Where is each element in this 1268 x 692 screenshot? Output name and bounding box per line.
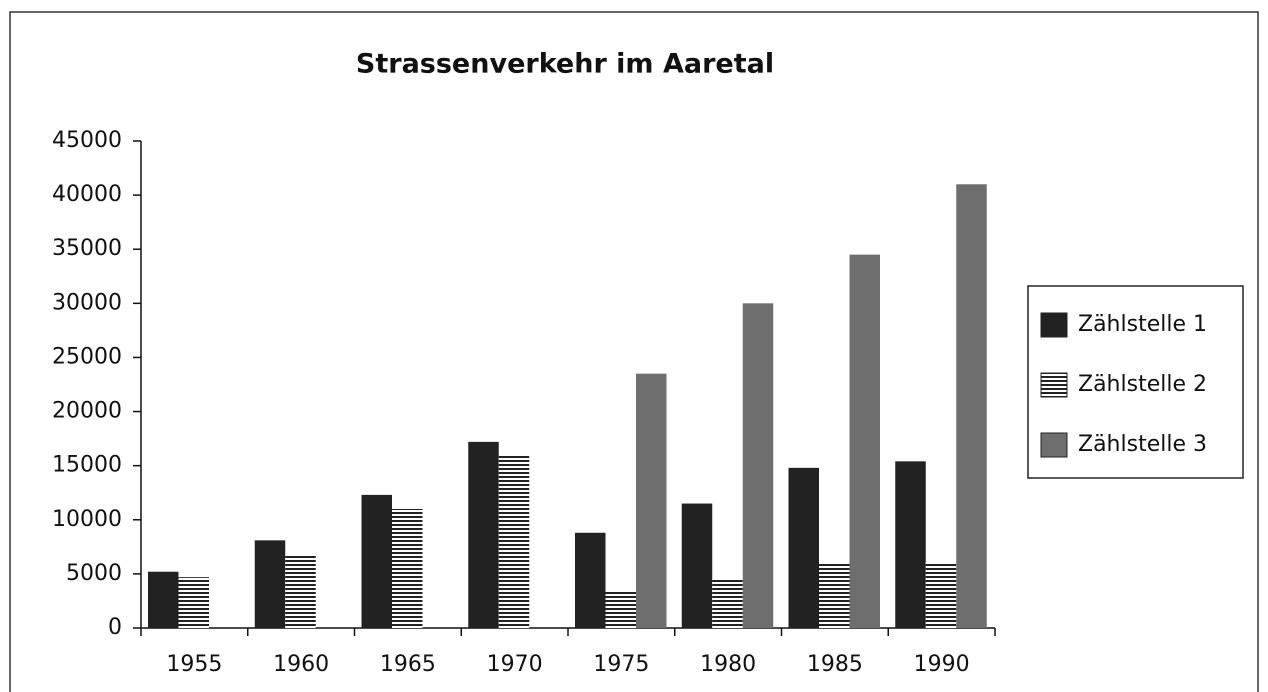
legend-label: Zählstelle 3	[1078, 432, 1207, 457]
bar	[392, 508, 423, 628]
x-tick-label: 1980	[700, 652, 756, 677]
y-tick-label: 30000	[52, 290, 122, 315]
legend-swatch	[1040, 432, 1068, 458]
bar	[178, 577, 209, 628]
bar	[788, 467, 819, 628]
x-tick-label: 1965	[380, 652, 436, 677]
y-tick-label: 5000	[66, 561, 122, 586]
bar	[742, 303, 774, 628]
bar	[849, 254, 880, 628]
bar	[575, 532, 606, 628]
legend-label: Zählstelle 1	[1078, 312, 1207, 337]
y-tick-label: 20000	[52, 399, 122, 424]
frame	[9, 11, 1259, 692]
bar	[605, 590, 636, 628]
bar	[361, 494, 392, 628]
y-tick-label: 10000	[52, 507, 122, 532]
bar	[712, 579, 743, 628]
legend-label: Zählstelle 2	[1078, 372, 1207, 397]
bar	[681, 503, 713, 628]
bar	[895, 461, 926, 628]
y-tick-label: 25000	[52, 344, 122, 369]
x-tick-label: 1990	[914, 652, 970, 677]
bar	[285, 555, 316, 628]
bar	[254, 540, 286, 628]
chart-title: Strassenverkehr im Aaretal	[356, 49, 774, 80]
legend-swatch	[1040, 312, 1068, 338]
x-tick-label: 1960	[273, 652, 329, 677]
bar	[819, 561, 850, 628]
legend-swatch	[1040, 372, 1068, 398]
bar	[636, 373, 667, 628]
bar	[956, 184, 987, 629]
y-tick-label: 15000	[52, 453, 122, 478]
y-tick-label: 0	[108, 615, 122, 640]
x-tick-label: 1985	[807, 652, 863, 677]
bar	[498, 455, 530, 628]
y-tick-label: 40000	[52, 182, 122, 207]
y-tick-label: 45000	[52, 128, 122, 153]
bar	[925, 561, 957, 628]
bar	[148, 571, 179, 628]
bar	[468, 441, 499, 628]
x-tick-label: 1955	[166, 652, 222, 677]
x-tick-label: 1975	[593, 652, 649, 677]
y-tick-label: 35000	[52, 236, 122, 261]
x-tick-label: 1970	[487, 652, 543, 677]
